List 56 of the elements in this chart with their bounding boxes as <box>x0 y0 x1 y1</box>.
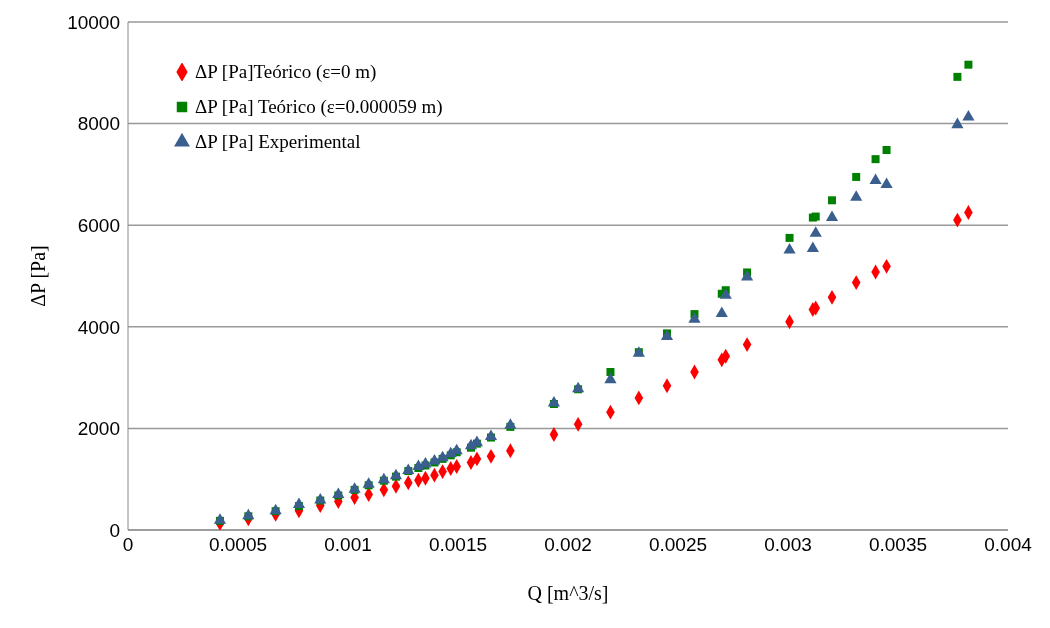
x-tick-label: 0.0035 <box>868 534 928 556</box>
legend-label: ΔP [Pa]Teórico (ε=0 m) <box>195 60 377 83</box>
point <box>825 210 839 222</box>
y-tick-label: 0 <box>109 519 120 541</box>
y-tick-label: 4000 <box>77 316 120 338</box>
point <box>852 172 861 181</box>
point <box>828 196 836 205</box>
point <box>783 243 796 254</box>
point <box>741 270 754 281</box>
point <box>269 503 282 515</box>
point <box>882 146 891 155</box>
y-tick-label: 6000 <box>77 214 120 236</box>
point <box>869 173 882 185</box>
legend-label: ΔP [Pa] Experimental <box>195 130 361 153</box>
point <box>715 306 728 318</box>
point <box>402 463 415 475</box>
x-tick-label: 0.0015 <box>428 534 488 556</box>
y-tick-label: 8000 <box>77 113 120 135</box>
x-tick-label: 0.0025 <box>648 534 708 556</box>
point <box>880 177 893 189</box>
x-axis-title: Q [m^3/s] <box>527 582 609 604</box>
point <box>604 372 617 384</box>
point <box>809 226 822 237</box>
point <box>572 381 585 393</box>
point <box>332 487 345 498</box>
x-tick-label: 0.004 <box>984 534 1033 556</box>
y-axis-title: ΔP [Pa] <box>27 245 50 307</box>
point <box>688 312 701 323</box>
y-tick-label: 10000 <box>67 11 120 33</box>
point <box>412 459 425 471</box>
point <box>719 288 732 299</box>
x-tick-label: 0 <box>122 534 134 556</box>
point <box>964 60 973 69</box>
point <box>377 472 390 484</box>
x-tick-label: 0.002 <box>544 534 592 556</box>
point <box>806 241 819 253</box>
legend-label: ΔP [Pa] Teórico (ε=0.000059 m) <box>195 95 443 118</box>
x-tick-label: 0.001 <box>324 534 372 556</box>
point <box>428 453 441 465</box>
point <box>962 109 975 121</box>
y-tick-label: 2000 <box>77 418 120 440</box>
point <box>292 497 306 509</box>
point <box>484 429 498 441</box>
x-tick-label: 0.003 <box>764 534 812 556</box>
point <box>242 508 255 520</box>
point <box>436 450 449 462</box>
point <box>547 395 560 407</box>
point <box>785 233 794 242</box>
point <box>389 468 403 480</box>
point <box>504 418 517 429</box>
point <box>850 190 863 201</box>
point <box>362 477 375 488</box>
x-tick-label: 0.0005 <box>208 534 268 556</box>
point <box>953 72 962 81</box>
point <box>871 155 880 164</box>
point <box>951 117 964 129</box>
